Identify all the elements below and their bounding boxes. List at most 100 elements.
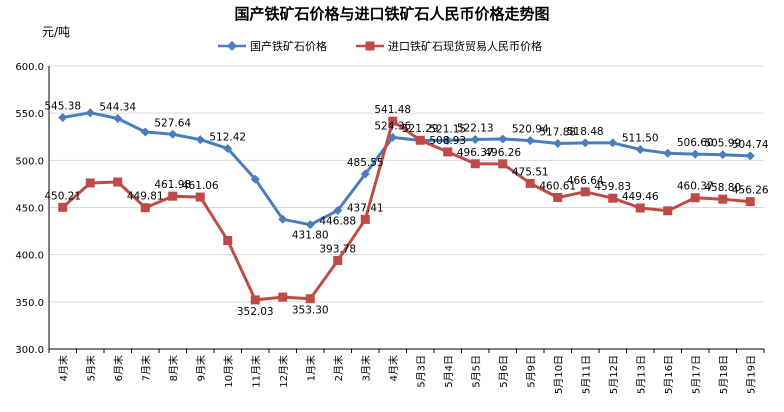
data-point-imported xyxy=(608,193,618,203)
y-tick-label: 600.0 xyxy=(15,62,44,73)
y-tick-label: 500.0 xyxy=(15,156,44,167)
data-label-domestic: 517.88 xyxy=(539,126,576,138)
data-label-domestic: 524.36 xyxy=(374,120,411,132)
data-label-domestic: 544.34 xyxy=(99,102,136,114)
legend-label-imported: 进口铁矿石现货贸易人民币价格 xyxy=(388,39,542,53)
data-point-domestic xyxy=(195,135,205,145)
data-point-imported xyxy=(388,116,398,126)
data-point-domestic xyxy=(718,150,728,160)
y-tick-label: 350.0 xyxy=(15,298,44,309)
data-point-imported xyxy=(360,214,370,224)
series-line-1 xyxy=(61,119,751,302)
data-label-imported: 475.51 xyxy=(512,166,549,178)
data-point-imported xyxy=(250,295,260,305)
data-label-domestic: 511.50 xyxy=(622,132,659,144)
data-label-imported: 461.98 xyxy=(154,179,191,191)
x-tick-label: 4月末 xyxy=(57,355,70,381)
data-label-imported: 459.83 xyxy=(594,181,631,193)
data-label-imported: 437.41 xyxy=(347,202,384,214)
data-point-domestic xyxy=(168,129,178,139)
data-point-domestic xyxy=(690,149,700,159)
x-tick-label: 8月末 xyxy=(167,355,180,381)
data-label-domestic: 522.13 xyxy=(457,122,494,134)
x-tick-label: 5月10日 xyxy=(553,355,565,394)
x-tick-label: 5月17日 xyxy=(690,355,702,394)
data-point-imported xyxy=(140,203,150,213)
data-point-domestic xyxy=(360,169,370,179)
data-point-imported xyxy=(168,191,178,201)
data-point-imported xyxy=(470,159,480,169)
y-tick-label: 300.0 xyxy=(15,345,44,356)
x-tick-label: 11月末 xyxy=(249,355,262,388)
x-tick-label: 5月19日 xyxy=(745,355,757,394)
data-point-imported xyxy=(635,203,645,213)
data-point-domestic xyxy=(635,144,645,154)
data-point-domestic xyxy=(388,132,398,142)
legend-label-domestic: 国产铁矿石价格 xyxy=(250,39,327,53)
data-point-imported xyxy=(443,147,453,157)
unit-label: 元/吨 xyxy=(42,25,70,39)
data-point-imported xyxy=(333,256,343,266)
data-label-imported: 352.03 xyxy=(237,306,274,318)
data-label-domestic: 520.94 xyxy=(512,124,549,136)
data-point-domestic xyxy=(580,138,590,148)
data-point-domestic xyxy=(305,220,315,230)
data-point-domestic xyxy=(663,148,673,158)
y-tick-label: 400.0 xyxy=(15,251,44,262)
x-tick-label: 5月13日 xyxy=(635,355,647,394)
data-label-domestic: 431.80 xyxy=(292,230,329,242)
data-label-domestic: 521.15 xyxy=(429,123,466,135)
data-label-imported: 541.48 xyxy=(374,104,411,116)
data-point-imported xyxy=(690,193,700,203)
data-point-domestic xyxy=(85,108,95,118)
x-tick-label: 10月末 xyxy=(222,355,235,388)
data-point-imported xyxy=(663,206,673,216)
x-tick-label: 5月6日 xyxy=(498,355,510,388)
y-tick-label: 450.0 xyxy=(15,204,44,215)
data-label-imported: 449.81 xyxy=(127,191,164,203)
data-point-domestic xyxy=(140,127,150,137)
data-point-domestic xyxy=(113,114,123,124)
data-point-domestic xyxy=(470,134,480,144)
y-tick-label: 550.0 xyxy=(15,109,44,120)
x-tick-label: 12月末 xyxy=(277,355,290,388)
x-tick-label: 5月9日 xyxy=(525,355,537,388)
data-point-domestic xyxy=(278,214,288,224)
data-point-domestic xyxy=(333,205,343,215)
data-point-imported xyxy=(718,194,728,204)
data-label-imported: 393.78 xyxy=(319,244,356,256)
data-label-domestic: 518.48 xyxy=(567,126,604,138)
data-label-imported: 450.21 xyxy=(44,190,81,202)
data-label-domestic: 512.42 xyxy=(209,132,246,144)
x-tick-label: 3月末 xyxy=(359,355,372,381)
data-point-domestic xyxy=(58,113,68,123)
x-tick-label: 5月18日 xyxy=(718,355,730,394)
x-tick-label: 2月末 xyxy=(332,355,345,381)
data-label-imported: 466.64 xyxy=(567,175,604,187)
data-label-imported: 353.30 xyxy=(292,305,329,317)
data-point-imported xyxy=(745,197,755,207)
x-tick-label: 5月末 xyxy=(84,355,97,381)
data-label-domestic: 446.88 xyxy=(319,215,356,227)
data-label-imported: 521.29 xyxy=(402,123,439,135)
data-label-domestic: 527.64 xyxy=(154,117,191,129)
data-point-imported xyxy=(525,178,535,188)
chart-title: 国产铁矿石价格与进口铁矿石人民币价格走势图 xyxy=(234,5,549,23)
x-tick-label: 5月16日 xyxy=(663,355,675,394)
data-label-imported: 456.26 xyxy=(732,185,769,197)
x-tick-label: 5月3日 xyxy=(415,355,427,388)
legend: 国产铁矿石价格 进口铁矿石现货贸易人民币价格 xyxy=(218,39,542,53)
data-label-imported: 458.80 xyxy=(704,182,741,194)
legend-marker-domestic xyxy=(227,41,237,51)
x-tick-label: 6月末 xyxy=(112,355,125,381)
data-point-imported xyxy=(415,135,425,145)
data-point-imported xyxy=(58,202,68,212)
data-label-imported: 460.37 xyxy=(677,181,714,193)
data-label-domestic: 505.99 xyxy=(704,138,741,150)
data-point-domestic xyxy=(223,144,233,154)
data-label-domestic: 504.74 xyxy=(732,139,769,151)
data-point-imported xyxy=(113,177,123,187)
legend-marker-imported xyxy=(365,41,375,51)
data-point-domestic xyxy=(525,136,535,146)
